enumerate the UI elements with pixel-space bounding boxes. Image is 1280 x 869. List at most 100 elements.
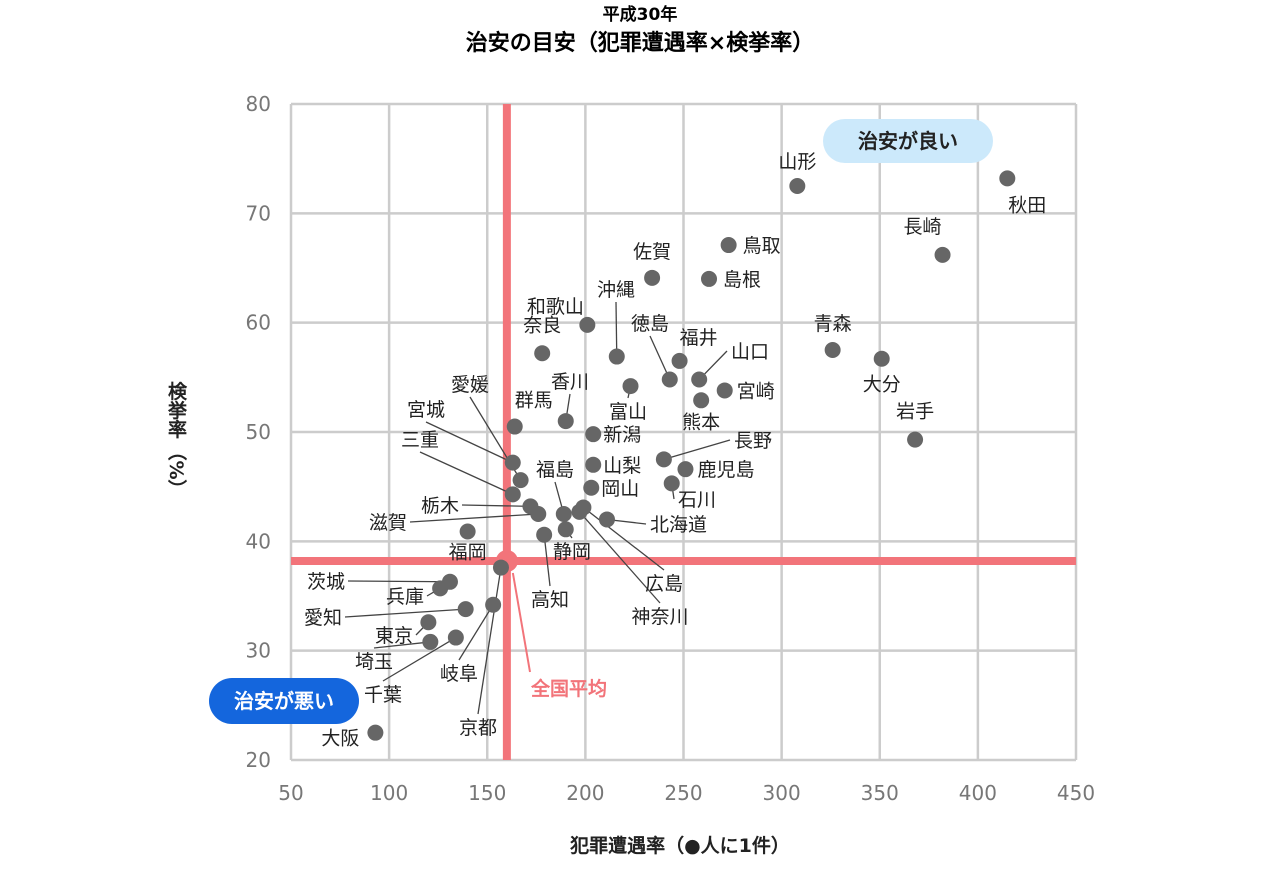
x-tick-label: 50: [278, 781, 303, 805]
data-point: [422, 633, 439, 650]
data-point: [622, 378, 639, 395]
point-label: 三重: [401, 429, 439, 451]
data-point: [367, 724, 384, 741]
average-leader: [511, 572, 531, 673]
data-point: [555, 506, 572, 522]
data-point: [504, 454, 521, 471]
point-label: 沖縄: [597, 279, 635, 301]
point-label: 千葉: [364, 684, 402, 706]
leader-line: [419, 451, 514, 495]
data-point: [789, 178, 806, 194]
point-label: 愛知: [304, 607, 342, 629]
data-point: [506, 418, 523, 435]
data-point: [575, 499, 592, 516]
point-label: 奈良: [523, 314, 561, 336]
point-label: 群馬: [515, 390, 553, 412]
point-label: 福井: [680, 327, 718, 349]
data-point: [693, 392, 710, 409]
bad-quadrant-badge: 治安が悪い: [209, 678, 359, 724]
x-tick-label: 250: [664, 781, 702, 805]
leader-line: [543, 534, 551, 587]
data-point: [534, 345, 551, 362]
point-label: 青森: [814, 313, 852, 335]
point-label: 石川: [678, 489, 716, 511]
y-tick-label: 40: [246, 529, 271, 553]
leader-line: [373, 641, 431, 649]
point-label: 山梨: [603, 455, 641, 477]
good-quadrant-badge: 治安が良い: [823, 119, 993, 163]
point-label: 岡山: [601, 478, 639, 500]
data-point: [512, 472, 529, 489]
y-axis-unit: （%）: [165, 441, 187, 498]
point-label: 新潟: [603, 424, 641, 446]
data-point: [671, 352, 688, 369]
data-point: [536, 526, 553, 543]
x-tick-label: 100: [370, 781, 408, 805]
data-point: [691, 371, 708, 388]
point-label: 宮城: [407, 399, 445, 421]
data-point: [492, 559, 509, 576]
data-point: [432, 580, 449, 597]
data-point: [934, 246, 951, 263]
data-point: [485, 596, 502, 613]
data-point: [585, 426, 602, 443]
point-label: 高知: [531, 589, 569, 611]
point-label: 滋賀: [369, 512, 407, 534]
data-point: [583, 479, 600, 496]
point-label: 東京: [375, 625, 413, 647]
grid: [289, 102, 1078, 762]
point-label: 和歌山: [527, 296, 584, 318]
point-label: 大阪: [321, 728, 359, 750]
bad-badge-bg: [209, 678, 359, 724]
x-tick-label: 350: [861, 781, 899, 805]
point-label: 宮崎: [737, 380, 775, 402]
average-label: 全国平均: [530, 677, 607, 700]
point-label: 長野: [734, 430, 772, 452]
average-lines: [291, 104, 1076, 760]
data-point: [557, 521, 574, 538]
data-point: [663, 475, 680, 492]
x-tick-label: 300: [763, 781, 801, 805]
y-tick-label: 20: [246, 748, 271, 772]
good-badge-label: 治安が良い: [858, 129, 958, 153]
x-tick-label: 450: [1057, 781, 1095, 805]
point-label: 島根: [723, 269, 761, 291]
point-label: 兵庫: [386, 586, 424, 608]
bad-badge-label: 治安が悪い: [234, 689, 334, 713]
point-label: 埼玉: [355, 651, 393, 673]
data-point: [504, 486, 521, 503]
data-point: [661, 371, 678, 388]
chart-subtitle: 平成30年: [603, 4, 678, 25]
data-point: [873, 350, 890, 367]
leader-line: [579, 511, 661, 604]
leader-line: [409, 513, 539, 523]
point-label: 京都: [459, 717, 497, 739]
leader-line: [477, 567, 502, 715]
leader-line: [347, 580, 450, 583]
point-label: 福岡: [449, 541, 487, 563]
data-point: [716, 382, 733, 399]
point-label: 秋田: [1008, 194, 1046, 216]
x-axis-title: 犯罪遭遇率（●人に1件）: [569, 834, 790, 857]
data-point: [824, 342, 841, 358]
leader-line: [615, 301, 618, 357]
point-label: 徳島: [631, 313, 669, 335]
data-point: [447, 629, 464, 646]
data-point: [677, 461, 694, 478]
point-label: 佐賀: [633, 241, 671, 263]
data-point: [644, 269, 661, 286]
leader-line: [583, 506, 665, 571]
point-label: 大分: [863, 374, 901, 396]
leader-line: [344, 608, 466, 618]
point-label: 岐阜: [440, 663, 478, 685]
point-label: 栃木: [421, 495, 459, 517]
point-label: 広島: [645, 573, 683, 595]
tick-labels: 50 100 150 200 250 300 350 400 450 20 30 40 50 60 70 80: [246, 92, 1096, 805]
data-point: [655, 451, 672, 468]
data-point: [585, 456, 602, 473]
point-label: 鳥取: [743, 235, 781, 257]
good-badge-bg: [823, 119, 993, 163]
